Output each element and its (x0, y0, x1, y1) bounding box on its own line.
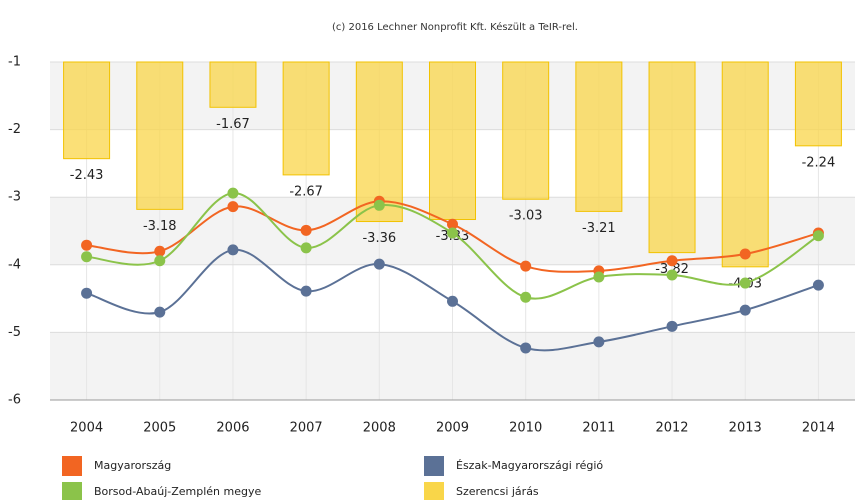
marker (227, 201, 239, 213)
marker (81, 287, 93, 299)
x-tick-label: 2010 (509, 421, 542, 436)
legend-swatch (62, 482, 82, 500)
marker (812, 279, 824, 291)
marker (81, 251, 93, 263)
marker (666, 269, 678, 281)
legend-label: Magyarország (94, 459, 171, 472)
x-tick-label: 2012 (655, 421, 688, 436)
marker (593, 271, 605, 283)
x-tick-label: 2008 (363, 421, 396, 436)
y-tick-label: -3 (8, 190, 21, 205)
bar (355, 61, 403, 223)
x-tick-label: 2011 (582, 421, 615, 436)
marker (300, 224, 312, 236)
marker (373, 258, 385, 270)
bar (209, 61, 257, 108)
marker (227, 187, 239, 199)
data-label: -3.03 (509, 209, 543, 224)
data-label: -3.36 (362, 231, 396, 246)
data-label: -1.67 (216, 117, 250, 132)
marker (447, 227, 458, 239)
x-tick-label: 2014 (802, 421, 835, 436)
marker (154, 245, 166, 257)
marker (227, 244, 239, 256)
bar (63, 61, 111, 160)
y-tick-label: -1 (8, 55, 21, 70)
marker (739, 304, 751, 316)
marker (739, 277, 751, 289)
bar (136, 61, 184, 210)
marker (154, 255, 166, 267)
marker (154, 306, 166, 318)
legend-label: Szerencsi járás (456, 485, 539, 498)
marker (300, 242, 312, 254)
marker (447, 295, 458, 307)
x-tick-label: 2013 (729, 421, 762, 436)
data-label: -2.24 (802, 155, 836, 170)
legend-label: Borsod-Abaúj-Zemplén megye (94, 485, 261, 498)
data-label: -2.43 (70, 168, 104, 183)
y-tick-label: -2 (8, 122, 21, 137)
line (86, 248, 819, 352)
x-tick-label: 2007 (290, 421, 323, 436)
marker (447, 218, 458, 230)
bar (721, 61, 769, 268)
bar (575, 61, 623, 212)
credit: (c) 2016 Lechner Nonprofit Kft. Készült … (332, 21, 578, 33)
data-label: -2.67 (289, 184, 323, 199)
marker (520, 260, 532, 272)
marker (739, 248, 751, 260)
bar (429, 61, 476, 221)
marker (300, 285, 312, 297)
data-label: -3.21 (582, 221, 616, 236)
bar (282, 61, 330, 176)
marker (520, 291, 532, 303)
legend-swatch (424, 456, 444, 476)
y-tick-label: -6 (8, 393, 21, 408)
marker (520, 342, 532, 354)
y-tick-label: -5 (8, 325, 21, 340)
legend-swatch (424, 482, 444, 500)
legend-swatch (62, 456, 82, 476)
marker (81, 239, 93, 251)
marker (373, 199, 385, 211)
marker (812, 230, 824, 242)
x-tick-label: 2009 (436, 421, 469, 436)
bar (648, 61, 696, 254)
x-tick-label: 2005 (143, 421, 176, 436)
bar (794, 61, 842, 147)
marker (593, 336, 605, 348)
marker (666, 320, 678, 332)
x-tick-label: 2006 (216, 421, 249, 436)
data-label: -3.18 (143, 219, 177, 234)
y-tick-label: -4 (8, 257, 21, 272)
legend-label: Észak-Magyarországi régió (456, 459, 603, 472)
x-tick-label: 2004 (70, 421, 103, 436)
marker (666, 255, 678, 267)
bar (502, 61, 550, 200)
